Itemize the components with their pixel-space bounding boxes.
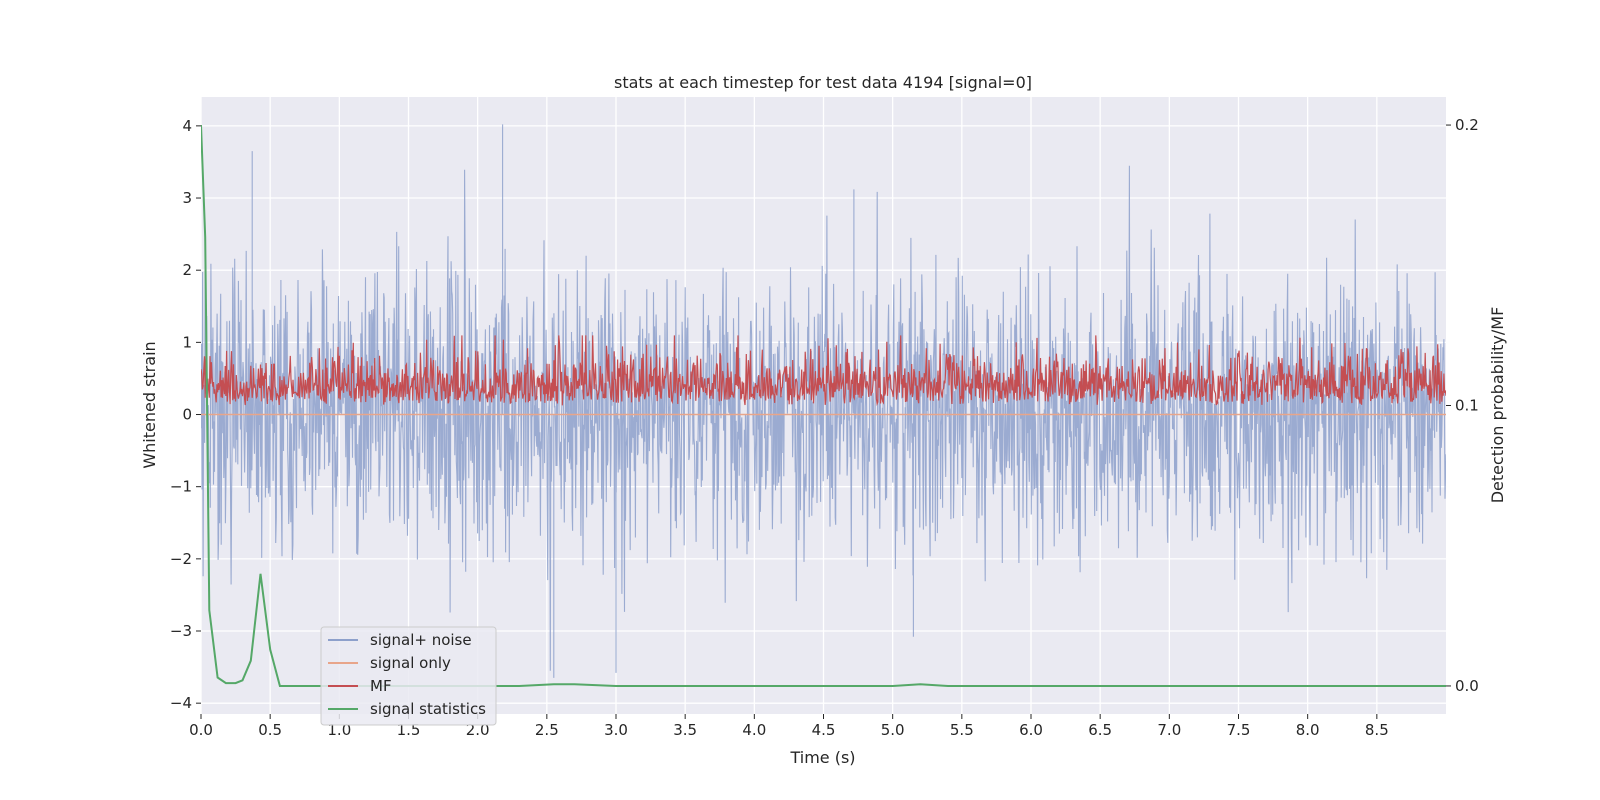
legend: signal+ noise signal only MF signal stat… <box>320 626 497 726</box>
chart-title: stats at each timestep for test data 419… <box>614 73 1032 92</box>
x-tick-label-11: 5.5 <box>950 721 974 739</box>
x-axis-label: Time (s) <box>789 748 855 767</box>
x-tick-label-12: 6.0 <box>1019 721 1043 739</box>
x-tick-label-14: 7.0 <box>1157 721 1181 739</box>
y2-tick-label-2: 0.2 <box>1455 116 1479 134</box>
x-tick-label-15: 7.5 <box>1227 721 1251 739</box>
x-tick-label-10: 5.0 <box>881 721 905 739</box>
y-tick-label-1: −3 <box>170 622 192 640</box>
series-signal-noise <box>201 124 1446 678</box>
y2-tick-label-1: 0.1 <box>1455 397 1479 415</box>
x-tick-label-9: 4.5 <box>812 721 836 739</box>
y-tick-label-0: −4 <box>170 694 192 712</box>
series-mf <box>201 335 1446 407</box>
legend-label-mf: MF <box>370 677 392 695</box>
y-axis-right: 0.0 0.1 0.2 <box>1446 116 1479 695</box>
legend-label-signal-noise: signal+ noise <box>370 631 472 649</box>
y-tick-label-5: 1 <box>182 333 192 351</box>
x-tick-label-8: 4.0 <box>742 721 766 739</box>
legend-label-signal-statistics: signal statistics <box>370 700 486 718</box>
x-tick-label-1: 0.5 <box>258 721 282 739</box>
y-tick-label-7: 3 <box>182 189 192 207</box>
x-tick-label-13: 6.5 <box>1088 721 1112 739</box>
x-tick-label-16: 8.0 <box>1296 721 1320 739</box>
x-tick-label-6: 3.0 <box>604 721 628 739</box>
y2-tick-label-0: 0.0 <box>1455 677 1479 695</box>
legend-box <box>320 626 497 726</box>
legend-label-signal-only: signal only <box>370 654 451 672</box>
y-axis-left: −4 −3 −2 −1 0 1 2 3 4 <box>170 117 201 712</box>
y-tick-label-3: −1 <box>170 478 192 496</box>
y-tick-label-8: 4 <box>182 117 192 135</box>
x-tick-label-5: 2.5 <box>535 721 559 739</box>
y2-axis-label: Detection probability/MF <box>1488 307 1507 504</box>
y-axis-label: Whitened strain <box>140 341 159 468</box>
y-tick-label-2: −2 <box>170 550 192 568</box>
x-tick-label-7: 3.5 <box>673 721 697 739</box>
x-tick-label-0: 0.0 <box>189 721 213 739</box>
x-tick-label-17: 8.5 <box>1365 721 1389 739</box>
y-tick-label-4: 0 <box>182 406 192 424</box>
series-layer <box>201 124 1446 687</box>
y-tick-label-6: 2 <box>182 261 192 279</box>
series-group <box>201 124 1446 687</box>
series-signal-statistics <box>201 124 1446 687</box>
